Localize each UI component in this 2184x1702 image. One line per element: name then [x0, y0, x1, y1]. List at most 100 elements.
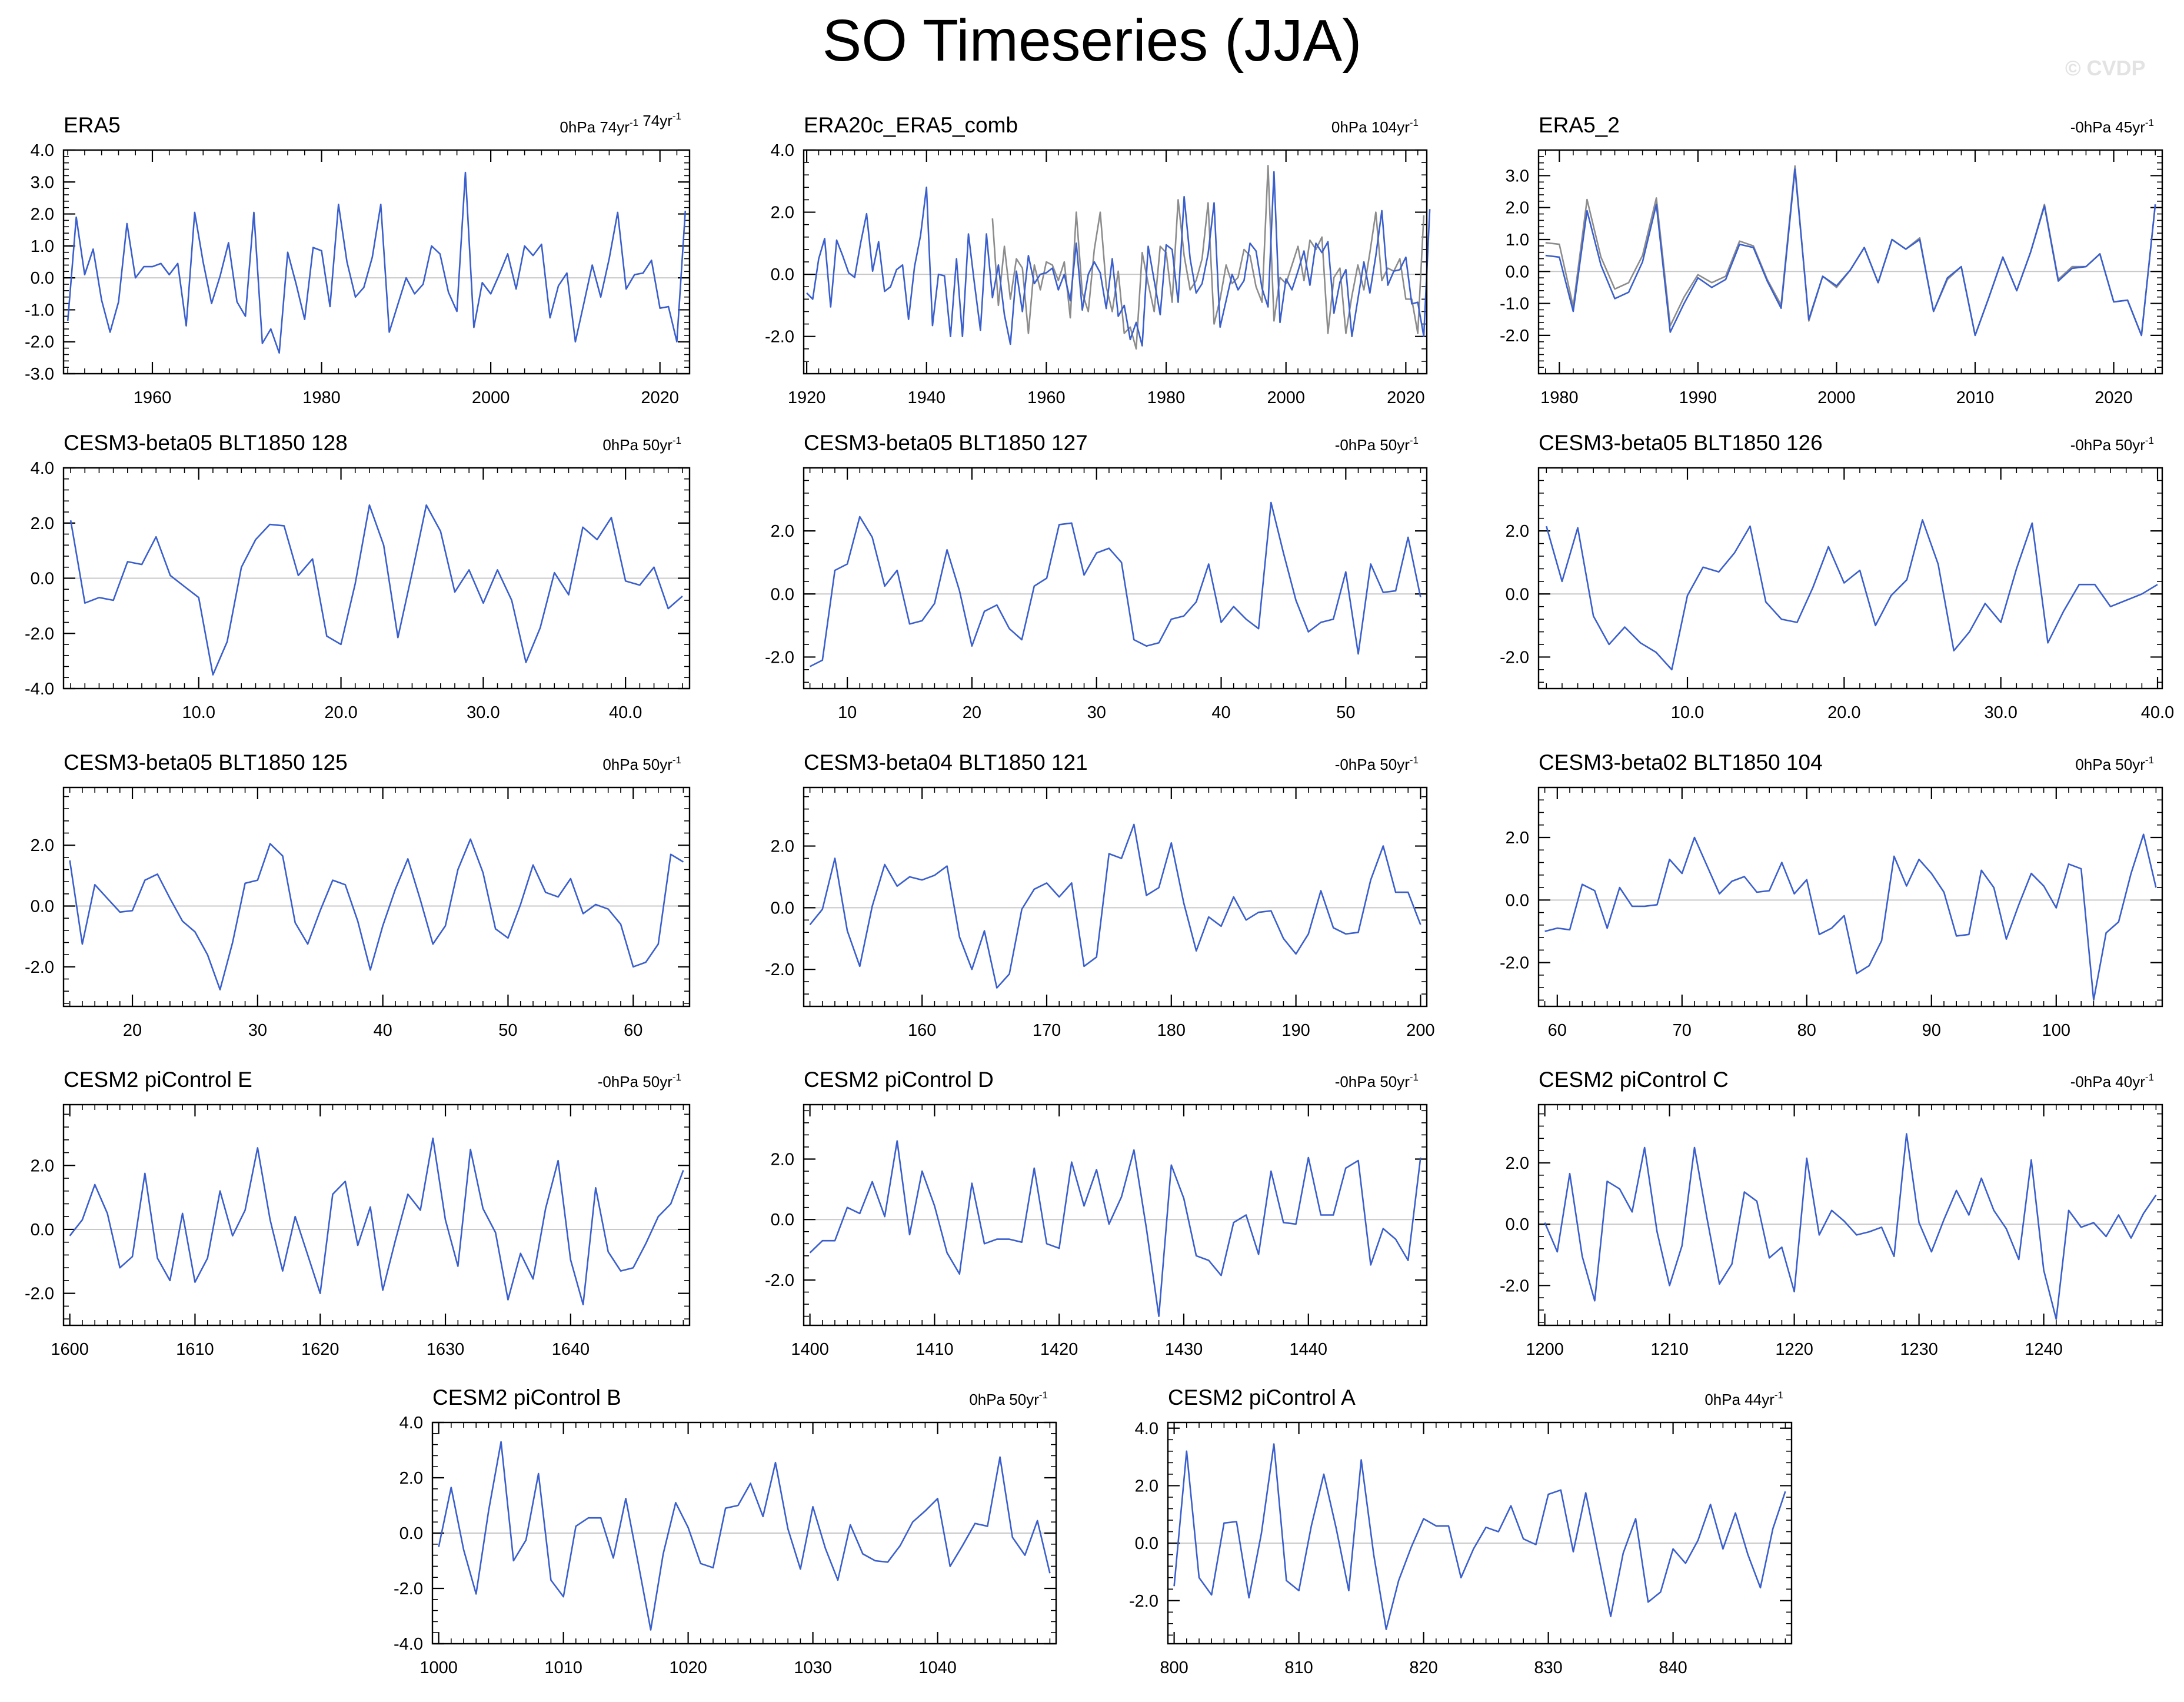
panel-info: -0hPa 50yr-1 — [1335, 1072, 1419, 1091]
x-tick-label: 60 — [624, 1021, 642, 1040]
panel-title: CESM2 piControl E — [64, 1068, 252, 1092]
panel-info: -0hPa 50yr-1 — [1335, 754, 1419, 773]
x-tick-label: 2000 — [1817, 388, 1856, 407]
plot-frame — [1537, 467, 2163, 690]
series-line — [1545, 168, 2156, 337]
x-tick-label: 2000 — [472, 388, 510, 407]
series-line — [69, 504, 683, 676]
y-tick-label: 2.0 — [771, 837, 794, 856]
panel-title: CESM3-beta05 BLT1850 126 — [1539, 431, 1823, 455]
x-tick-label: 10 — [838, 703, 857, 722]
y-tick-label: 0.0 — [771, 899, 794, 918]
plot-frame — [1167, 1421, 1793, 1645]
series-line — [1544, 833, 2157, 1001]
y-tick-label: 2.0 — [1506, 199, 1529, 218]
panel-info: -0hPa 50yr-1 — [1335, 435, 1419, 454]
x-tick-label: 1010 — [544, 1658, 582, 1677]
x-tick-label: 20.0 — [1827, 703, 1860, 722]
panel-title: ERA5 — [64, 113, 121, 137]
x-tick-label: 1020 — [669, 1658, 707, 1677]
y-tick-label: 2.0 — [1506, 829, 1529, 847]
series-line — [810, 501, 1421, 667]
panel-info: -0hPa 40yr-1 — [2070, 1072, 2154, 1091]
x-tick-label: 2000 — [1267, 388, 1305, 407]
y-tick-label: -2.0 — [1500, 327, 1529, 345]
y-tick-label: 4.0 — [1135, 1420, 1158, 1438]
y-tick-label: -2.0 — [765, 648, 794, 667]
panel-title: ERA5_2 — [1539, 113, 1620, 137]
plot-frame — [1537, 1103, 2163, 1327]
y-tick-label: 2.0 — [771, 1150, 794, 1169]
y-tick-label: 0.0 — [31, 269, 54, 288]
plot-frame — [431, 1421, 1057, 1645]
chart-panel: CESM3-beta05 BLT1850 125 0hPa 50yr-1 20 30 4… — [25, 750, 691, 1040]
x-tick-label: 1600 — [51, 1340, 89, 1359]
series-line — [438, 1441, 1051, 1631]
x-tick-label: 1960 — [134, 388, 172, 407]
series-line — [809, 1140, 1421, 1317]
y-tick-label: 2.0 — [31, 514, 54, 533]
x-tick-label: 1630 — [427, 1340, 465, 1359]
panel-title: ERA20c_ERA5_comb — [804, 113, 1018, 137]
series-line-secondary — [1545, 165, 2156, 337]
panel-title: CESM3-beta04 BLT1850 121 — [804, 750, 1088, 774]
x-tick-label: 1940 — [907, 388, 945, 407]
x-tick-label: 40.0 — [2141, 703, 2174, 722]
x-tick-label: 1980 — [1147, 388, 1186, 407]
x-tick-label: 1640 — [552, 1340, 590, 1359]
x-tick-label: 30.0 — [1984, 703, 2017, 722]
y-tick-label: 0.0 — [31, 1221, 54, 1239]
x-tick-label: 2020 — [1387, 388, 1425, 407]
y-tick-label: 0.0 — [1506, 1215, 1529, 1234]
y-tick-label: -1.0 — [1500, 295, 1529, 314]
y-tick-label: 3.0 — [31, 173, 54, 192]
y-tick-label: 1.0 — [31, 237, 54, 256]
panel-info: -0hPa 50yr-1 — [598, 1072, 681, 1091]
y-tick-label: 1.0 — [1506, 231, 1529, 250]
panel-info: 0hPa 50yr-1 — [969, 1389, 1048, 1408]
y-tick-label: 0.0 — [1506, 891, 1529, 910]
chart-panel: ERA5_2 -0hPa 45yr-1 1980 1990 2000 2010 2020 -2… — [1500, 113, 2163, 407]
x-tick-label: 2010 — [1956, 388, 1995, 407]
series-line — [1544, 1133, 2157, 1320]
y-tick-label: -2.0 — [765, 1271, 794, 1290]
y-tick-label: 4.0 — [31, 141, 54, 160]
x-tick-label: 70 — [1673, 1021, 1692, 1040]
x-tick-label: 200 — [1406, 1021, 1434, 1040]
chart-panel: CESM3-beta05 BLT1850 128 0hPa 50yr-1 10.0 2… — [25, 431, 691, 722]
panel-title: CESM2 piControl A — [1168, 1385, 1356, 1410]
y-tick-label: 0.0 — [31, 570, 54, 589]
y-tick-label: -2.0 — [25, 1285, 54, 1304]
chart-panel: ERA5 0hPa 74yr-1 74yr-1 1960 1980 2000 2020 -3… — [25, 111, 691, 407]
x-tick-label: 60 — [1548, 1021, 1567, 1040]
x-tick-label: 40.0 — [609, 703, 642, 722]
x-tick-label: 10.0 — [182, 703, 215, 722]
x-tick-label: 90 — [1922, 1021, 1941, 1040]
plot-frame — [803, 149, 1428, 375]
x-tick-label: 40 — [1211, 703, 1230, 722]
y-tick-label: -4.0 — [394, 1635, 423, 1654]
y-tick-label: 0.0 — [31, 897, 54, 916]
y-tick-label: 2.0 — [771, 522, 794, 541]
x-tick-label: 1610 — [176, 1340, 214, 1359]
y-tick-label: -3.0 — [25, 365, 54, 384]
chart-panel: CESM2 piControl C -0hPa 40yr-1 1200 1210 122… — [1500, 1068, 2163, 1359]
x-tick-label: 1040 — [918, 1658, 957, 1677]
series-line — [1546, 519, 2158, 671]
panel-title: CESM2 piControl C — [1539, 1068, 1729, 1092]
plot-frame — [803, 786, 1428, 1008]
x-tick-label: 1210 — [1650, 1340, 1689, 1359]
series-line — [806, 171, 1431, 347]
plot-frame — [1537, 786, 2163, 1008]
chart-panel: CESM2 piControl E -0hPa 50yr-1 1600 1610 162… — [25, 1068, 691, 1359]
x-tick-label: 2020 — [641, 388, 679, 407]
y-tick-label: 0.0 — [771, 265, 794, 284]
chart-panel: CESM3-beta05 BLT1850 127 -0hPa 50yr-1 10 20… — [765, 431, 1428, 722]
x-tick-label: 180 — [1157, 1021, 1186, 1040]
x-tick-label: 30 — [1087, 703, 1106, 722]
series-line — [66, 171, 687, 354]
x-tick-label: 190 — [1281, 1021, 1310, 1040]
plot-frame — [803, 1103, 1428, 1327]
y-tick-label: 0.0 — [771, 1211, 794, 1229]
panel-info: 0hPa 74yr-1 74yr-1 — [560, 111, 681, 136]
